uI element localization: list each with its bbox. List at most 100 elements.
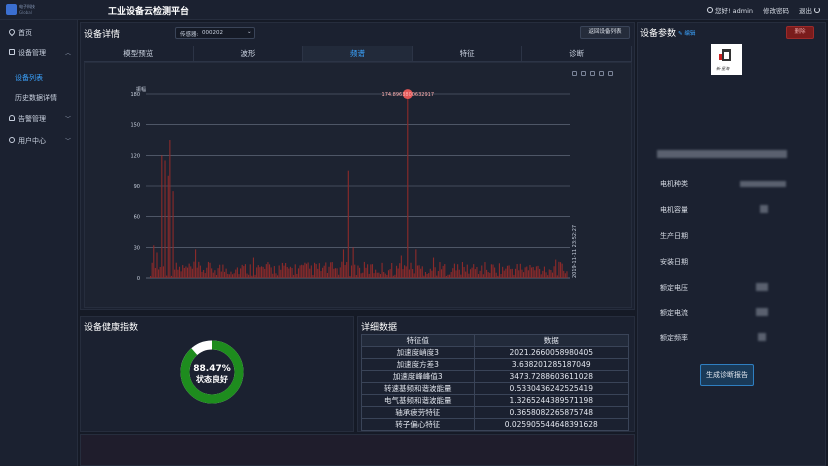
tab-spectrum[interactable]: 频谱 bbox=[303, 46, 413, 61]
spectrum-bar bbox=[304, 262, 306, 278]
spectrum-bar bbox=[376, 272, 378, 278]
spectrum-bar bbox=[315, 264, 317, 278]
spectrum-bar bbox=[177, 269, 179, 278]
peak-marker bbox=[402, 89, 413, 100]
sidebar-item-history[interactable]: 历史数据详情 bbox=[0, 91, 78, 105]
spectrum-bar bbox=[186, 267, 189, 278]
tab-model-preview[interactable]: 模型预览 bbox=[84, 46, 194, 61]
param-rated-current-label: 额定电流 bbox=[660, 309, 688, 317]
spectrum-bar bbox=[256, 267, 258, 278]
spectrum-bar bbox=[482, 274, 484, 278]
logout-link[interactable]: 退出 bbox=[799, 5, 820, 15]
spectrum-bar bbox=[296, 273, 298, 278]
spectrum-bar bbox=[360, 273, 362, 278]
spectrum-bar bbox=[199, 265, 201, 278]
sidebar-item-user-center[interactable]: 用户中心 ﹀ bbox=[0, 134, 78, 148]
spectrum-bar bbox=[524, 267, 526, 278]
spectrum-bar bbox=[161, 155, 163, 278]
spectrum-bar bbox=[431, 270, 433, 278]
sidebar-item-alarms[interactable]: 告警管理 ﹀ bbox=[0, 112, 78, 126]
spectrum-bar bbox=[346, 262, 348, 278]
spectrum-bar bbox=[439, 262, 441, 278]
spectrum-bar bbox=[302, 265, 304, 278]
spectrum-bar bbox=[436, 275, 438, 278]
spectrum-bar bbox=[386, 274, 388, 278]
spectrum-bar bbox=[244, 264, 246, 278]
param-rated-voltage-label: 额定电压 bbox=[660, 284, 688, 292]
spectrum-bar bbox=[534, 270, 536, 278]
spectrum-bar bbox=[175, 262, 177, 278]
spectrum-bar bbox=[272, 273, 274, 278]
spectrum-bar bbox=[215, 275, 218, 278]
spectrum-bar bbox=[195, 249, 197, 278]
spectrum-bar bbox=[150, 275, 152, 278]
back-to-list-button[interactable]: 返回设备列表 bbox=[580, 26, 630, 39]
save-icon[interactable] bbox=[572, 71, 577, 76]
spectrum-bar bbox=[402, 269, 404, 278]
spectrum-bar bbox=[166, 275, 168, 278]
spectrum-bar bbox=[357, 265, 359, 278]
health-title: 设备健康指数 bbox=[84, 323, 139, 333]
sidebar-item-label: 历史数据详情 bbox=[15, 94, 57, 102]
spectrum-bar bbox=[169, 140, 171, 278]
spectrum-bar bbox=[440, 269, 443, 278]
data-view-icon[interactable] bbox=[590, 71, 595, 76]
user-menu: 您好! admin 修改密码 退出 bbox=[706, 5, 820, 15]
spectrum-bar bbox=[510, 269, 512, 278]
spectrum-bar bbox=[278, 265, 280, 278]
spectrum-bar bbox=[450, 271, 452, 278]
app-title: 工业设备云检测平台 bbox=[108, 7, 190, 17]
spectrum-bar bbox=[338, 274, 340, 278]
sidebar-item-device-management[interactable]: 设备管理 ︿ bbox=[0, 46, 78, 60]
tab-diagnosis[interactable]: 诊断 bbox=[522, 46, 632, 61]
spectrum-bar bbox=[418, 265, 420, 278]
table-header-row: 特征值 数据 bbox=[361, 334, 630, 347]
sidebar: 首页 设备管理 ︿ 设备列表 历史数据详情 告警管理 ﹀ 用户中心 ﹀ bbox=[0, 20, 78, 466]
sidebar-item-home[interactable]: 首页 bbox=[0, 26, 78, 40]
spectrum-bar bbox=[395, 265, 398, 278]
spectrum-bar bbox=[167, 175, 169, 278]
sensor-select[interactable]: 传感器: 000202 ⌄ bbox=[175, 27, 255, 39]
spectrum-bar bbox=[267, 262, 269, 278]
refresh-icon[interactable] bbox=[599, 71, 604, 76]
spectrum-bar bbox=[220, 271, 222, 278]
chevron-down-icon: ﹀ bbox=[65, 138, 72, 145]
spectrum-bar bbox=[336, 268, 338, 278]
spectrum-bar bbox=[468, 273, 470, 278]
spectrum-bar bbox=[280, 269, 282, 278]
spectrum-bar bbox=[558, 261, 560, 278]
feature-value: 0.5330436242525419 bbox=[473, 382, 630, 395]
delete-button[interactable]: 删除 bbox=[786, 26, 814, 39]
spectrum-bar bbox=[154, 267, 156, 278]
spectrum-bar bbox=[542, 270, 544, 278]
spectrum-bar bbox=[490, 264, 492, 278]
spectrum-bar bbox=[513, 274, 515, 278]
tab-features[interactable]: 特征 bbox=[412, 46, 523, 61]
zoom-icon[interactable] bbox=[581, 71, 586, 76]
spectrum-bar bbox=[453, 263, 455, 278]
spectrum-bar bbox=[423, 275, 425, 278]
spectrum-bar bbox=[521, 269, 523, 278]
sidebar-item-device-list[interactable]: 设备列表 bbox=[0, 71, 78, 85]
spectrum-bar bbox=[479, 270, 481, 278]
spectrum-bar bbox=[502, 266, 504, 278]
spectrum-bar bbox=[293, 274, 295, 278]
generate-report-button[interactable]: 生成诊断报告 bbox=[700, 364, 754, 386]
spectrum-bar bbox=[442, 265, 444, 278]
tab-waveform[interactable]: 波形 bbox=[193, 46, 304, 61]
spectrum-bar bbox=[233, 273, 235, 278]
spectrum-bar bbox=[537, 265, 539, 278]
user-greeting[interactable]: 您好! admin bbox=[706, 5, 753, 15]
download-icon[interactable] bbox=[608, 71, 613, 76]
spectrum-bar bbox=[277, 275, 279, 278]
table-row: 电气基频和谐波能量 1.3265244389571198 bbox=[361, 394, 630, 407]
spectrum-bar bbox=[421, 266, 423, 278]
spectrum-bar bbox=[556, 275, 558, 278]
spectrum-bar bbox=[473, 264, 475, 278]
edit-text: 编辑 bbox=[684, 31, 696, 37]
change-password-link[interactable]: 修改密码 bbox=[763, 7, 789, 15]
spectrum-bar bbox=[371, 264, 373, 278]
edit-link[interactable]: ✎ 编辑 bbox=[678, 31, 696, 37]
spectrum-bar bbox=[347, 170, 349, 278]
